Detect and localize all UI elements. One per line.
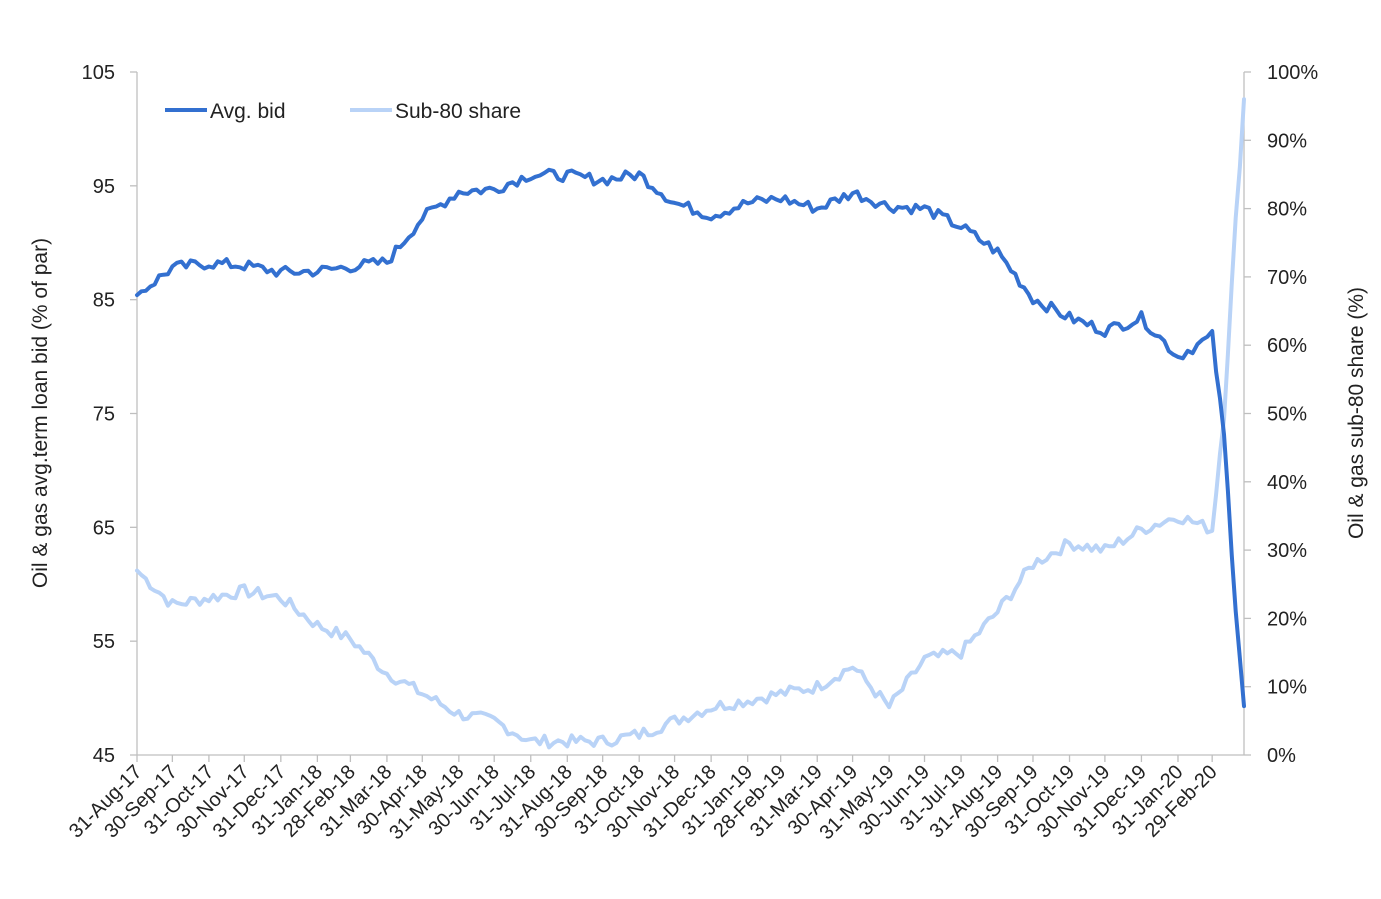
series-layer bbox=[135, 97, 1246, 750]
y-tick-label-right: 30% bbox=[1267, 540, 1307, 562]
y-tick-label-right: 80% bbox=[1267, 199, 1307, 221]
y-tick-label-left: 45 bbox=[93, 745, 115, 767]
y-tick-label-right: 40% bbox=[1267, 472, 1307, 494]
y-axis-title-right: Oil & gas sub-80 share (%) bbox=[1345, 287, 1368, 539]
y-tick-label-right: 90% bbox=[1267, 130, 1307, 152]
y-tick-label-left: 55 bbox=[93, 631, 115, 653]
axes: 45 55 65 75 85 95 105 0% 10% 20% 30% 40% 50% 60% 70% 80… bbox=[65, 62, 1318, 844]
y-tick-label-left: 105 bbox=[82, 62, 115, 84]
series-line-sub-80-share bbox=[135, 97, 1246, 750]
y-tick-label-right: 100% bbox=[1267, 62, 1318, 84]
y-tick-label-left: 75 bbox=[93, 404, 115, 426]
y-tick-label-right: 70% bbox=[1267, 267, 1307, 289]
y-tick-label-right: 50% bbox=[1267, 404, 1307, 426]
legend-item-avg-bid-label: Avg. bid bbox=[210, 100, 286, 123]
y-tick-label-right: 0% bbox=[1267, 745, 1296, 767]
series-line-avg-bid bbox=[135, 167, 1246, 709]
legend-item-sub-80-share-label: Sub-80 share bbox=[395, 100, 521, 123]
y-tick-label-right: 10% bbox=[1267, 677, 1307, 699]
y-tick-label-left: 95 bbox=[93, 176, 115, 198]
y-axis-title-left: Oil & gas avg.term loan bid (% of par) bbox=[29, 238, 52, 588]
legend: Avg. bid Sub-80 share bbox=[165, 100, 521, 123]
y-tick-label-right: 20% bbox=[1267, 608, 1307, 630]
y-tick-label-left: 65 bbox=[93, 517, 115, 539]
y-tick-label-left: 85 bbox=[93, 290, 115, 312]
y-tick-label-right: 60% bbox=[1267, 335, 1307, 357]
